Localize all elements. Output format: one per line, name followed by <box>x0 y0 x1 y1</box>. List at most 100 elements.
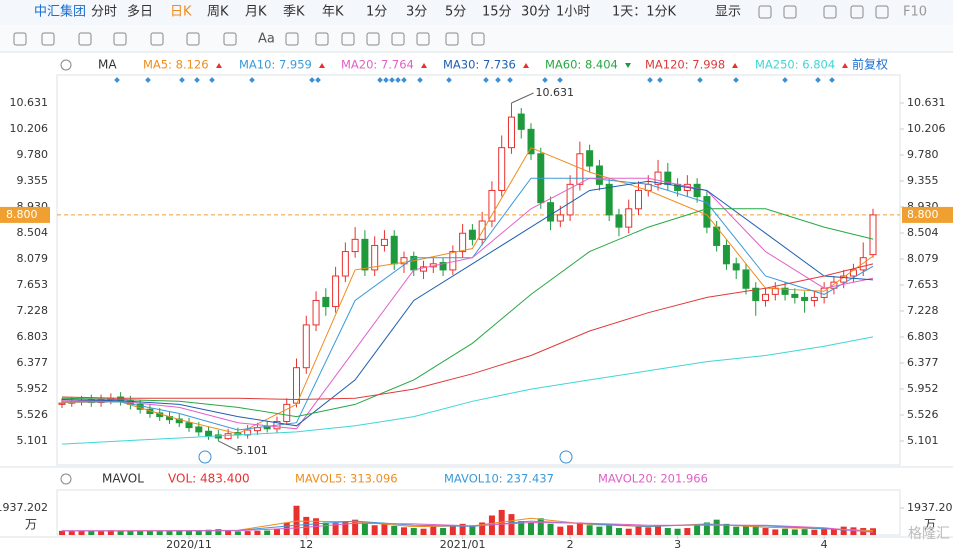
tab[interactable]: 月K <box>245 5 267 20</box>
tool-icon[interactable] <box>823 5 837 19</box>
ma-line <box>62 521 874 533</box>
x-tick-label: 2021/01 <box>440 538 486 549</box>
y-tick-label: 7.228 <box>907 304 939 317</box>
tool-icon[interactable] <box>315 32 329 46</box>
y-tick-label: 10.206 <box>10 122 49 135</box>
tool-icon[interactable] <box>186 32 200 46</box>
candle-body <box>380 238 388 246</box>
candle-body <box>244 429 252 436</box>
tab[interactable]: 30分 <box>521 5 551 20</box>
tool-icon[interactable] <box>78 32 92 46</box>
settings-icon[interactable] <box>60 473 72 485</box>
signal-dot <box>557 77 563 83</box>
volume-bar <box>606 523 613 535</box>
volume-bar <box>254 530 261 535</box>
trend-arrow <box>319 63 325 68</box>
tab[interactable]: 5分 <box>445 5 466 20</box>
f10[interactable]: F10 <box>903 5 927 20</box>
y-tick-label: 5.526 <box>907 408 939 421</box>
tab[interactable]: 1天：1分K <box>612 5 677 20</box>
tab[interactable]: 年K <box>322 5 344 20</box>
volume-bar <box>176 530 183 535</box>
tool-icon[interactable] <box>471 32 485 46</box>
y-tick-label: 5.952 <box>17 382 49 395</box>
event-icon[interactable] <box>198 450 212 464</box>
settings-icon[interactable] <box>60 59 72 71</box>
volume-bar <box>713 519 720 535</box>
tab[interactable]: 1小时 <box>556 5 590 20</box>
x-tick-label: 2020/11 <box>166 538 212 549</box>
candle-body <box>302 324 310 369</box>
indicator[interactable]: MA <box>98 58 117 72</box>
vol-indicator[interactable]: MAVOL <box>102 472 144 486</box>
adjust[interactable]: 前复权 <box>852 57 888 72</box>
tool-icon[interactable] <box>366 32 380 46</box>
tab[interactable]: 15分 <box>482 5 512 20</box>
candle-body <box>371 244 379 271</box>
price-label: 8.800 <box>6 208 38 221</box>
candle-body <box>498 147 506 191</box>
legend-item: MA20: 7.764 <box>341 58 414 72</box>
tool-icon[interactable] <box>850 5 864 19</box>
volume-bar <box>772 529 779 535</box>
text-tool[interactable]: Aa <box>258 32 275 47</box>
volume-bar <box>146 530 153 535</box>
high-pointer <box>511 92 534 104</box>
legend-item: MA5: 8.126 <box>143 58 209 72</box>
tab[interactable]: 季K <box>283 5 305 20</box>
tab[interactable]: 周K <box>207 5 229 20</box>
toolbar2-bg <box>0 25 953 52</box>
tab[interactable]: 分时 <box>91 5 117 20</box>
tab[interactable]: 1分 <box>366 5 387 20</box>
tool-icon[interactable] <box>391 32 405 46</box>
legend-item: MA120: 7.998 <box>645 58 725 72</box>
signal-dot <box>829 77 835 83</box>
tool-icon[interactable] <box>113 32 127 46</box>
signal-dot <box>377 77 383 83</box>
y-tick-label: 9.780 <box>907 148 939 161</box>
volume-bar <box>117 530 124 535</box>
candle-body <box>449 251 457 271</box>
tool-icon[interactable] <box>150 32 164 46</box>
tab[interactable]: 多日 <box>127 4 153 20</box>
plot-frame <box>56 74 901 466</box>
tab[interactable]: 3分 <box>406 5 427 20</box>
candle-body <box>400 257 408 265</box>
volume-bar <box>645 527 652 535</box>
y-tick-label: 9.780 <box>17 148 49 161</box>
tool-icon[interactable] <box>13 32 27 46</box>
x-tick-label: 4 <box>821 538 828 549</box>
volume-bar <box>352 519 359 535</box>
candle-body <box>625 208 633 228</box>
candle-body <box>742 269 750 289</box>
volume-bar <box>127 531 134 535</box>
vol-tick-label: 1937.202 <box>907 501 953 514</box>
volume-bar <box>78 531 85 535</box>
signal-dot <box>401 77 407 83</box>
volume-bar <box>664 528 671 535</box>
volume-bar <box>244 531 251 535</box>
candle-body <box>605 183 613 216</box>
event-icon[interactable] <box>559 450 573 464</box>
tool-icon[interactable] <box>783 5 797 19</box>
tab[interactable]: 日K <box>170 5 192 20</box>
vol-unit: 万 <box>25 518 37 532</box>
signal-dot <box>389 77 395 83</box>
volume-frame <box>56 489 901 536</box>
volume-bar <box>694 525 701 535</box>
tool-icon[interactable] <box>445 32 459 46</box>
y-tick-label: 6.377 <box>17 356 49 369</box>
tool-icon[interactable] <box>341 32 355 46</box>
tool-icon[interactable] <box>758 5 772 19</box>
trend-arrow <box>625 63 631 68</box>
display-menu[interactable]: 显示 <box>715 5 741 20</box>
signal-dot <box>395 77 401 83</box>
tool-icon[interactable] <box>41 32 55 46</box>
tool-icon[interactable] <box>416 32 430 46</box>
volume-bar <box>801 529 808 535</box>
legend-item: MA10: 7.959 <box>239 58 312 72</box>
tool-icon[interactable] <box>285 32 299 46</box>
stock-name[interactable]: 中汇集团 <box>34 4 86 20</box>
tool-icon[interactable] <box>875 5 889 19</box>
tool-icon[interactable] <box>223 32 237 46</box>
